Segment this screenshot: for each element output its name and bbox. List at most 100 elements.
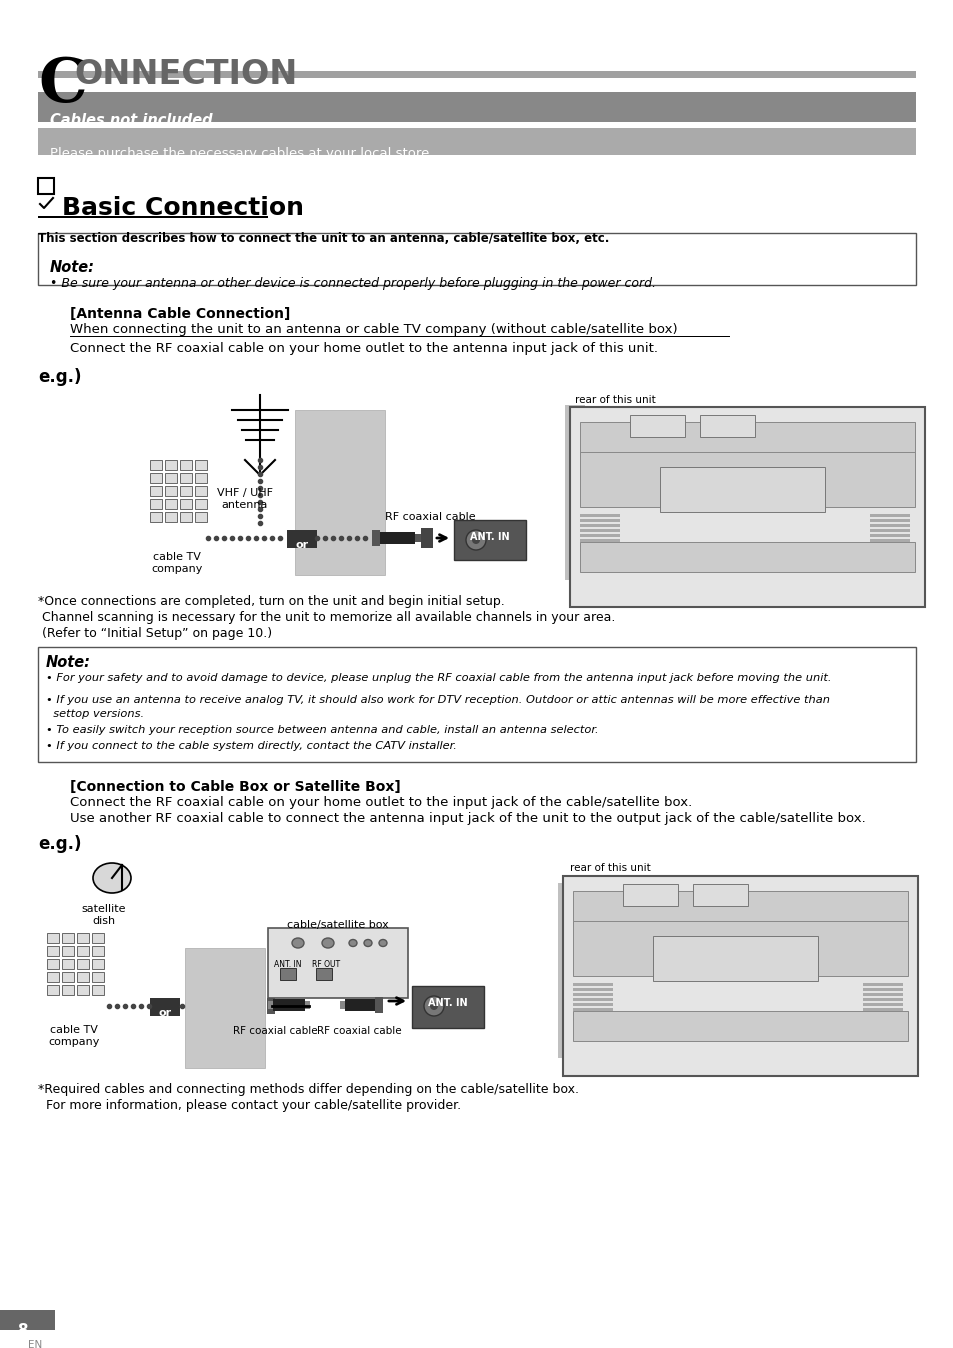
Bar <box>38 647 915 762</box>
Bar <box>47 972 59 981</box>
Bar <box>579 528 619 532</box>
Bar <box>562 876 917 1076</box>
Bar <box>869 514 909 518</box>
Text: This section describes how to connect the unit to an antenna, cable/satellite bo: This section describes how to connect th… <box>38 232 609 245</box>
Bar <box>77 946 89 956</box>
Text: For more information, please contact your cable/satellite provider.: For more information, please contact you… <box>38 1099 460 1112</box>
Bar <box>62 972 74 981</box>
Bar <box>579 542 914 572</box>
Bar <box>91 946 104 956</box>
Bar <box>165 512 177 522</box>
Text: cable TV
company: cable TV company <box>49 1024 99 1046</box>
Ellipse shape <box>364 940 372 946</box>
Bar <box>692 884 747 906</box>
Bar <box>47 946 59 956</box>
Bar <box>862 1008 902 1011</box>
Bar <box>194 473 207 483</box>
Bar <box>165 499 177 510</box>
Bar <box>185 948 265 1068</box>
Bar <box>869 545 909 547</box>
Bar <box>194 487 207 496</box>
Bar <box>579 539 619 542</box>
Bar <box>862 988 902 991</box>
Bar <box>862 1018 902 1020</box>
Text: 8: 8 <box>16 1322 28 1339</box>
Bar <box>869 528 909 532</box>
Text: RF OUT: RF OUT <box>312 960 339 969</box>
Ellipse shape <box>465 530 485 550</box>
Bar <box>573 1008 613 1011</box>
Text: ANT. IN: ANT. IN <box>274 960 301 969</box>
Bar <box>165 487 177 496</box>
Bar <box>579 549 619 551</box>
Text: • If you use an antenna to receive analog TV, it should also work for DTV recept: • If you use an antenna to receive analo… <box>46 696 829 705</box>
Bar <box>379 532 415 545</box>
Bar <box>38 128 915 155</box>
Bar <box>575 576 760 594</box>
Bar <box>194 512 207 522</box>
Bar <box>869 519 909 522</box>
Bar <box>579 519 619 522</box>
Bar <box>77 985 89 995</box>
Text: [Antenna Cable Connection]: [Antenna Cable Connection] <box>70 307 290 321</box>
Bar <box>579 524 619 527</box>
Bar <box>339 1002 345 1010</box>
Bar <box>165 460 177 470</box>
Bar <box>564 404 584 580</box>
Bar <box>150 499 162 510</box>
Bar <box>420 528 433 549</box>
Text: e.g.): e.g.) <box>38 368 81 386</box>
Bar <box>194 499 207 510</box>
Bar <box>862 998 902 1002</box>
Bar <box>412 985 483 1029</box>
Text: • To easily switch your reception source between antenna and cable, install an a: • To easily switch your reception source… <box>46 725 598 735</box>
Bar <box>280 968 295 980</box>
Text: *Once connections are completed, turn on the unit and begin initial setup.: *Once connections are completed, turn on… <box>38 594 504 608</box>
Ellipse shape <box>292 938 304 948</box>
Bar <box>287 530 316 549</box>
Text: Use another RF coaxial cable to connect the antenna input jack of the unit to th: Use another RF coaxial cable to connect … <box>70 811 864 825</box>
Bar <box>91 972 104 981</box>
Bar <box>38 71 915 78</box>
Bar <box>47 958 59 969</box>
Bar <box>77 958 89 969</box>
Text: (Refer to “Initial Setup” on page 10.): (Refer to “Initial Setup” on page 10.) <box>38 627 272 640</box>
Bar <box>558 883 578 1058</box>
Text: C: C <box>38 55 87 115</box>
Ellipse shape <box>472 537 479 545</box>
Bar <box>629 415 684 437</box>
Bar <box>573 983 613 985</box>
Text: e.g.): e.g.) <box>38 834 81 853</box>
Bar <box>652 936 817 981</box>
Text: RF coaxial cable: RF coaxial cable <box>316 1026 401 1037</box>
Bar <box>305 1002 310 1010</box>
Bar <box>180 487 192 496</box>
Text: • Be sure your antenna or other device is connected properly before plugging in : • Be sure your antenna or other device i… <box>50 276 656 290</box>
Text: Please purchase the necessary cables at your local store.: Please purchase the necessary cables at … <box>50 147 433 160</box>
Bar <box>579 422 914 457</box>
Bar <box>375 998 382 1012</box>
Bar <box>569 407 924 607</box>
Bar <box>150 460 162 470</box>
Bar <box>869 534 909 537</box>
Bar <box>573 1018 613 1020</box>
Bar <box>573 988 613 991</box>
Bar <box>91 985 104 995</box>
Bar <box>573 998 613 1002</box>
Bar <box>274 999 305 1011</box>
Bar <box>579 545 619 547</box>
Bar <box>268 927 408 998</box>
Bar <box>862 983 902 985</box>
Bar <box>869 539 909 542</box>
Bar <box>573 891 907 926</box>
Ellipse shape <box>378 940 387 946</box>
Bar <box>345 999 375 1011</box>
Bar <box>91 933 104 944</box>
Text: Connect the RF coaxial cable on your home outlet to the input jack of the cable/: Connect the RF coaxial cable on your hom… <box>70 797 692 809</box>
Text: Cables not included.: Cables not included. <box>50 113 218 128</box>
Text: rear of this unit: rear of this unit <box>569 863 650 874</box>
Bar <box>862 993 902 996</box>
Bar <box>573 993 613 996</box>
Bar <box>573 1003 613 1006</box>
Bar <box>579 534 619 537</box>
